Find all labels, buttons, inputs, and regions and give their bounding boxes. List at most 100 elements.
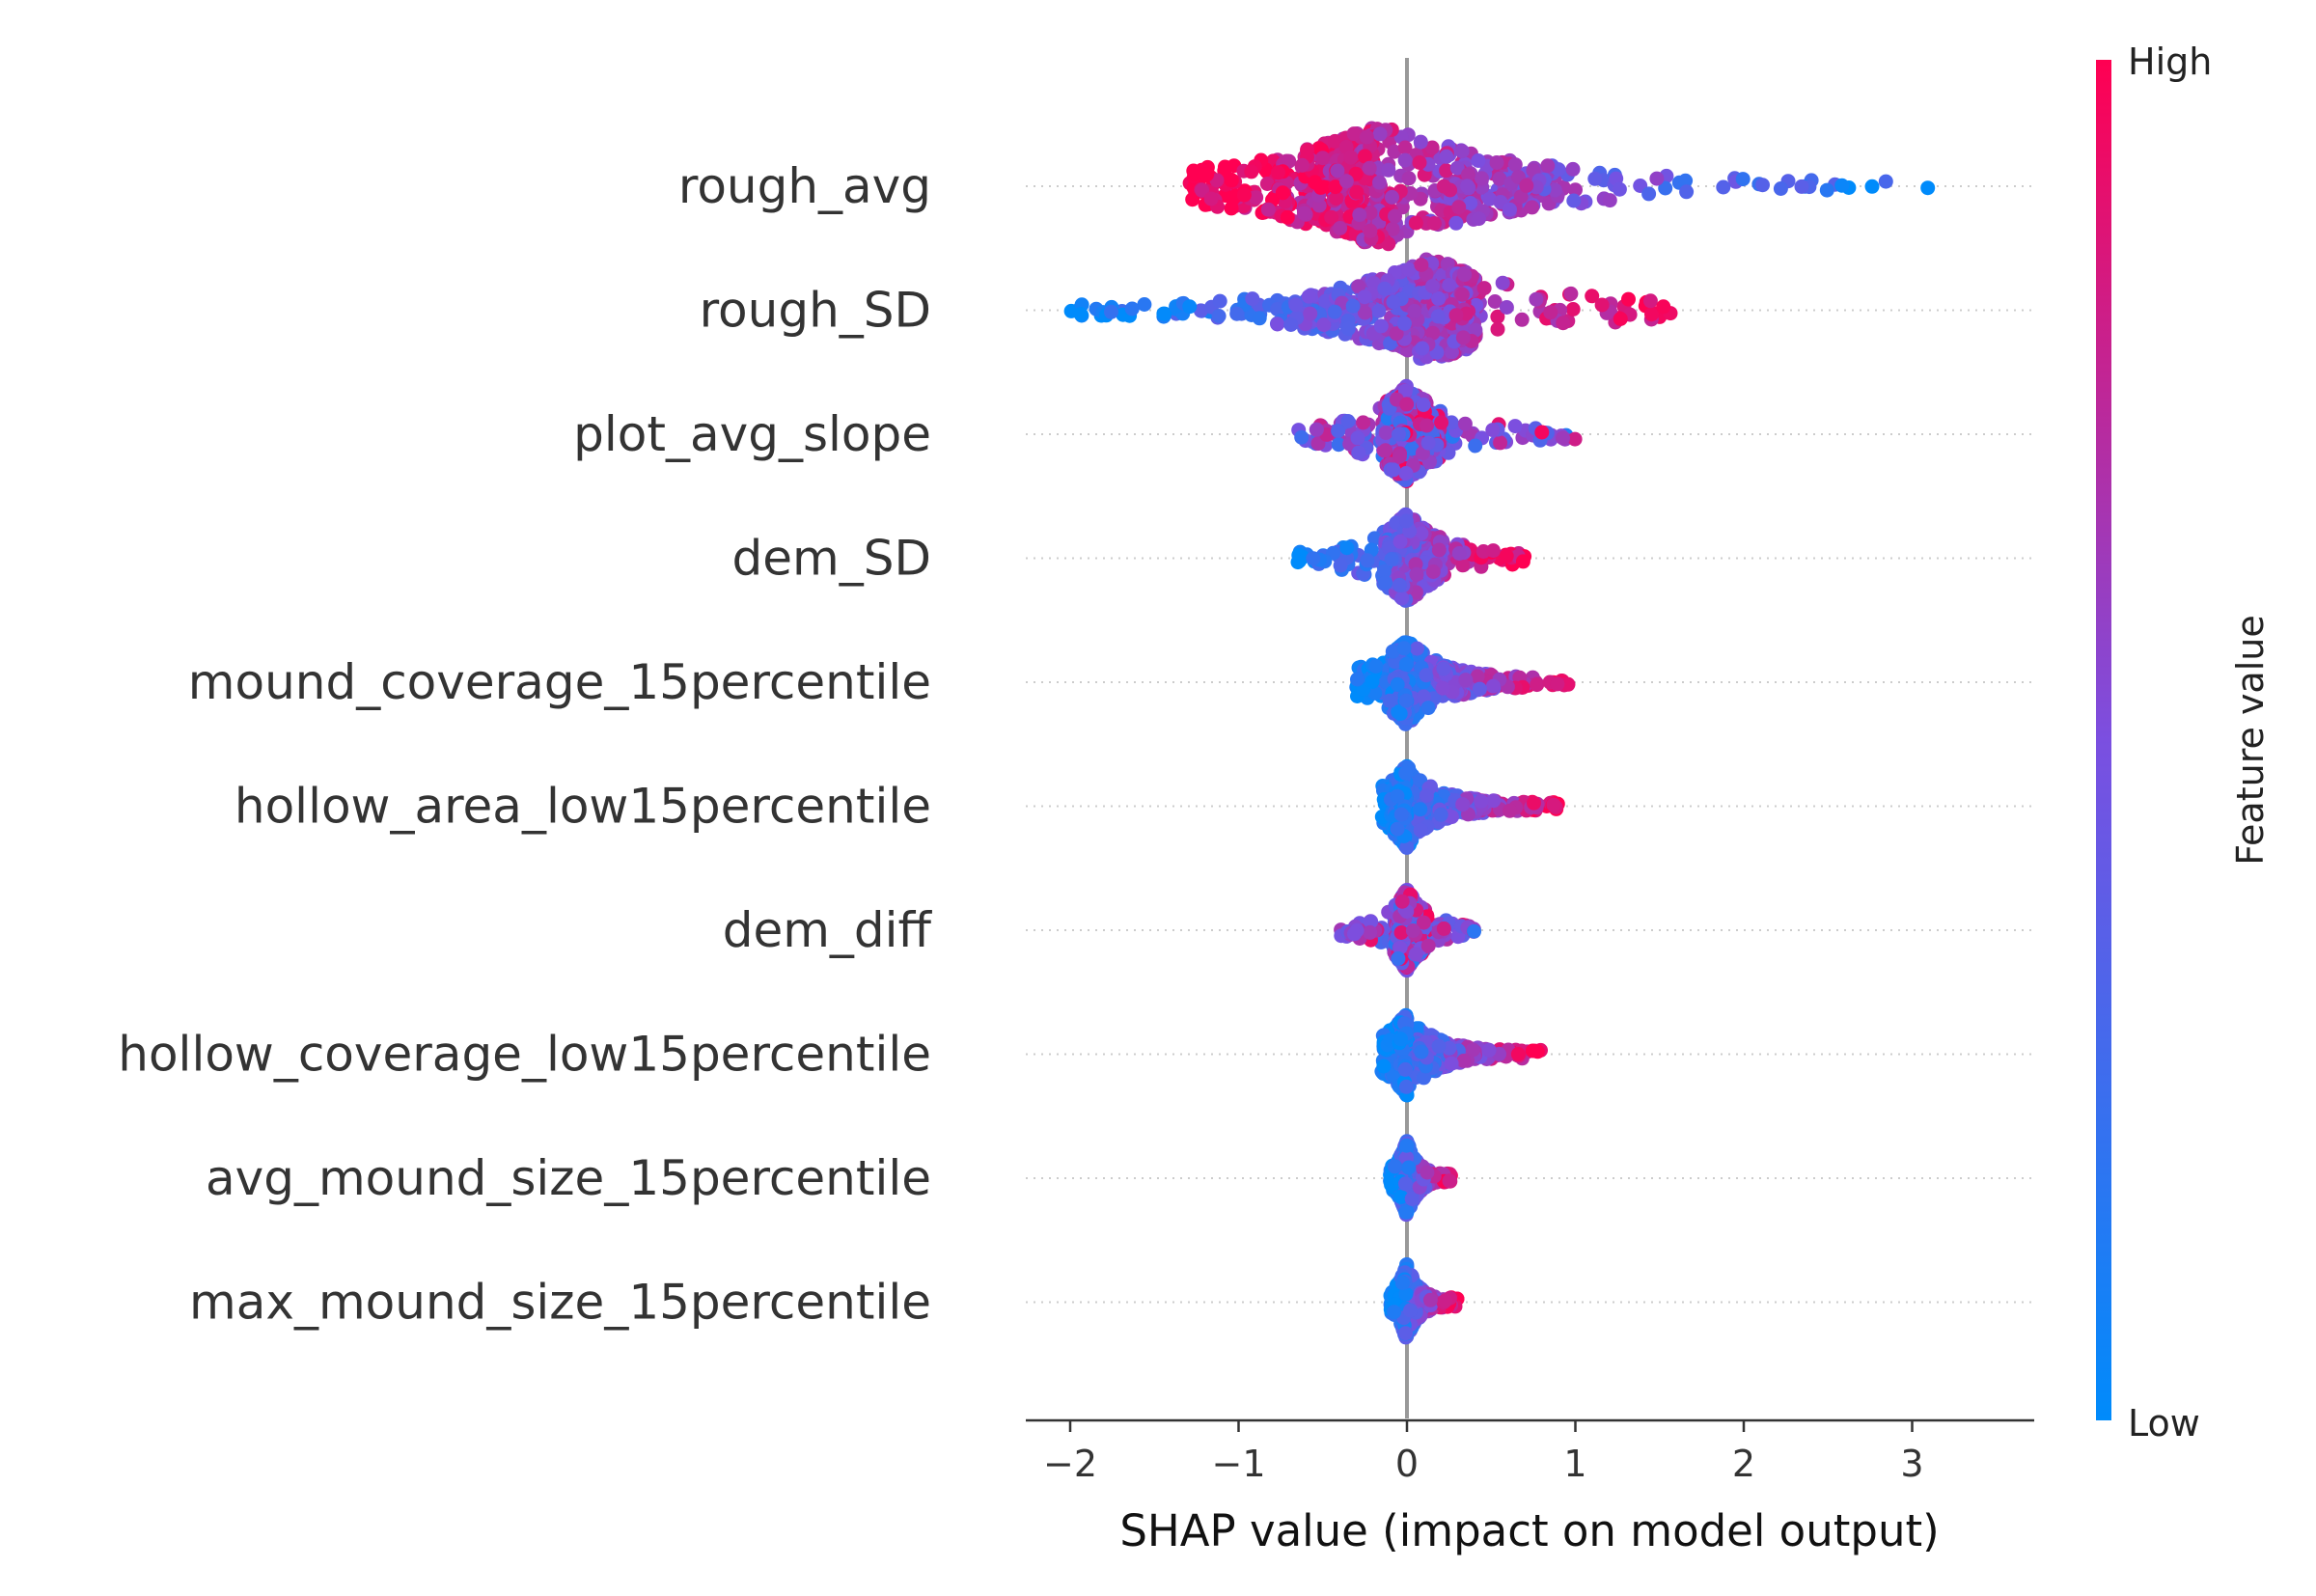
shap-point (1393, 706, 1408, 721)
shap-point (1253, 311, 1267, 325)
shap-point (1473, 682, 1487, 697)
shap-point (1271, 165, 1285, 179)
shap-point (1595, 298, 1610, 313)
shap-point (1566, 302, 1581, 316)
shap-point (1104, 305, 1118, 319)
shap-point (1587, 172, 1602, 186)
shap-point (1436, 681, 1450, 696)
shap-point (1347, 126, 1362, 141)
shap-point (1421, 939, 1436, 953)
shap-point (1399, 466, 1414, 481)
shap-point (1603, 193, 1617, 207)
shap-point (1156, 307, 1171, 321)
shap-point (1550, 676, 1564, 691)
shap-point (1385, 552, 1399, 566)
shap-point (1303, 307, 1317, 321)
shap-point (1526, 1044, 1540, 1059)
shap-point (1486, 543, 1501, 558)
shap-point (1349, 185, 1364, 200)
shap-point (1563, 287, 1578, 301)
shap-point (1445, 1057, 1459, 1071)
shap-point (1795, 179, 1809, 194)
shap-point (1540, 158, 1555, 173)
shap-point (1471, 153, 1485, 168)
shap-point (1368, 659, 1383, 674)
shap-point (1381, 163, 1395, 178)
shap-point (1244, 164, 1258, 179)
shap-point (1519, 179, 1533, 193)
shap-point (1281, 210, 1295, 225)
shap-point (1340, 414, 1355, 428)
shap-point (1346, 299, 1361, 314)
shap-point (1313, 180, 1328, 195)
shap-point (1448, 216, 1463, 231)
shap-point (1613, 182, 1627, 197)
shap-point (1339, 540, 1354, 555)
shap-point (1270, 317, 1284, 332)
shap-point (1372, 176, 1387, 190)
shap-point (1434, 415, 1448, 429)
shap-point (1503, 804, 1517, 818)
shap-point (1392, 450, 1407, 464)
shap-point (1377, 282, 1392, 296)
shap-point (1503, 203, 1517, 217)
shap-point (1426, 564, 1441, 579)
shap-point (1361, 553, 1375, 567)
shap-point (1383, 694, 1397, 708)
shap-point (1360, 130, 1374, 145)
shap-point (1527, 796, 1541, 811)
shap-point (1546, 798, 1560, 812)
shap-point (1515, 313, 1530, 327)
shap-point (1341, 321, 1356, 336)
shap-point (1291, 555, 1306, 569)
shap-point (1431, 309, 1446, 323)
shap-point (1229, 307, 1244, 321)
shap-point (1420, 668, 1434, 682)
shap-point (1352, 207, 1366, 222)
shap-point (1774, 181, 1788, 196)
shap-point (1328, 305, 1342, 319)
shap-point (1213, 294, 1227, 309)
shap-point (1865, 179, 1880, 194)
shap-point (1410, 642, 1424, 656)
shap-point (1414, 135, 1428, 150)
shap-point (1261, 203, 1276, 217)
shap-point (1363, 161, 1377, 176)
shap-point (1373, 126, 1388, 141)
shap-point (1399, 694, 1414, 708)
shap-point (1879, 175, 1893, 189)
shap-point (1406, 923, 1420, 938)
shap-point (1365, 674, 1380, 689)
shap-point (1500, 300, 1514, 315)
shap-point (1420, 788, 1434, 803)
shap-point (1358, 289, 1372, 304)
shap-point (1920, 180, 1935, 195)
shap-point (1295, 158, 1310, 173)
shap-point (1386, 462, 1400, 477)
shap-point (1297, 206, 1311, 221)
shap-point (1347, 926, 1362, 941)
shap-point (1339, 174, 1354, 188)
shap-point (1421, 436, 1436, 451)
shap-point (1452, 546, 1467, 561)
shap-point (1413, 802, 1427, 816)
shap-point (1427, 216, 1442, 231)
shap-point (1350, 673, 1365, 687)
shap-point (1182, 299, 1197, 314)
shap-point (1414, 823, 1428, 838)
shap-point (1485, 423, 1500, 437)
shap-point (1397, 316, 1412, 331)
shap-point (1529, 292, 1543, 307)
shap-point (1425, 279, 1440, 293)
shap-point (1413, 155, 1427, 170)
shap-point (1310, 423, 1324, 437)
shap-point (1736, 172, 1751, 186)
shap-point (1432, 543, 1447, 558)
shap-point (1409, 947, 1423, 961)
shap-point (1472, 211, 1486, 226)
shap-point (1398, 1062, 1413, 1077)
shap-point (1508, 419, 1523, 433)
shap-point (1451, 200, 1466, 214)
shap-point (1496, 276, 1510, 290)
